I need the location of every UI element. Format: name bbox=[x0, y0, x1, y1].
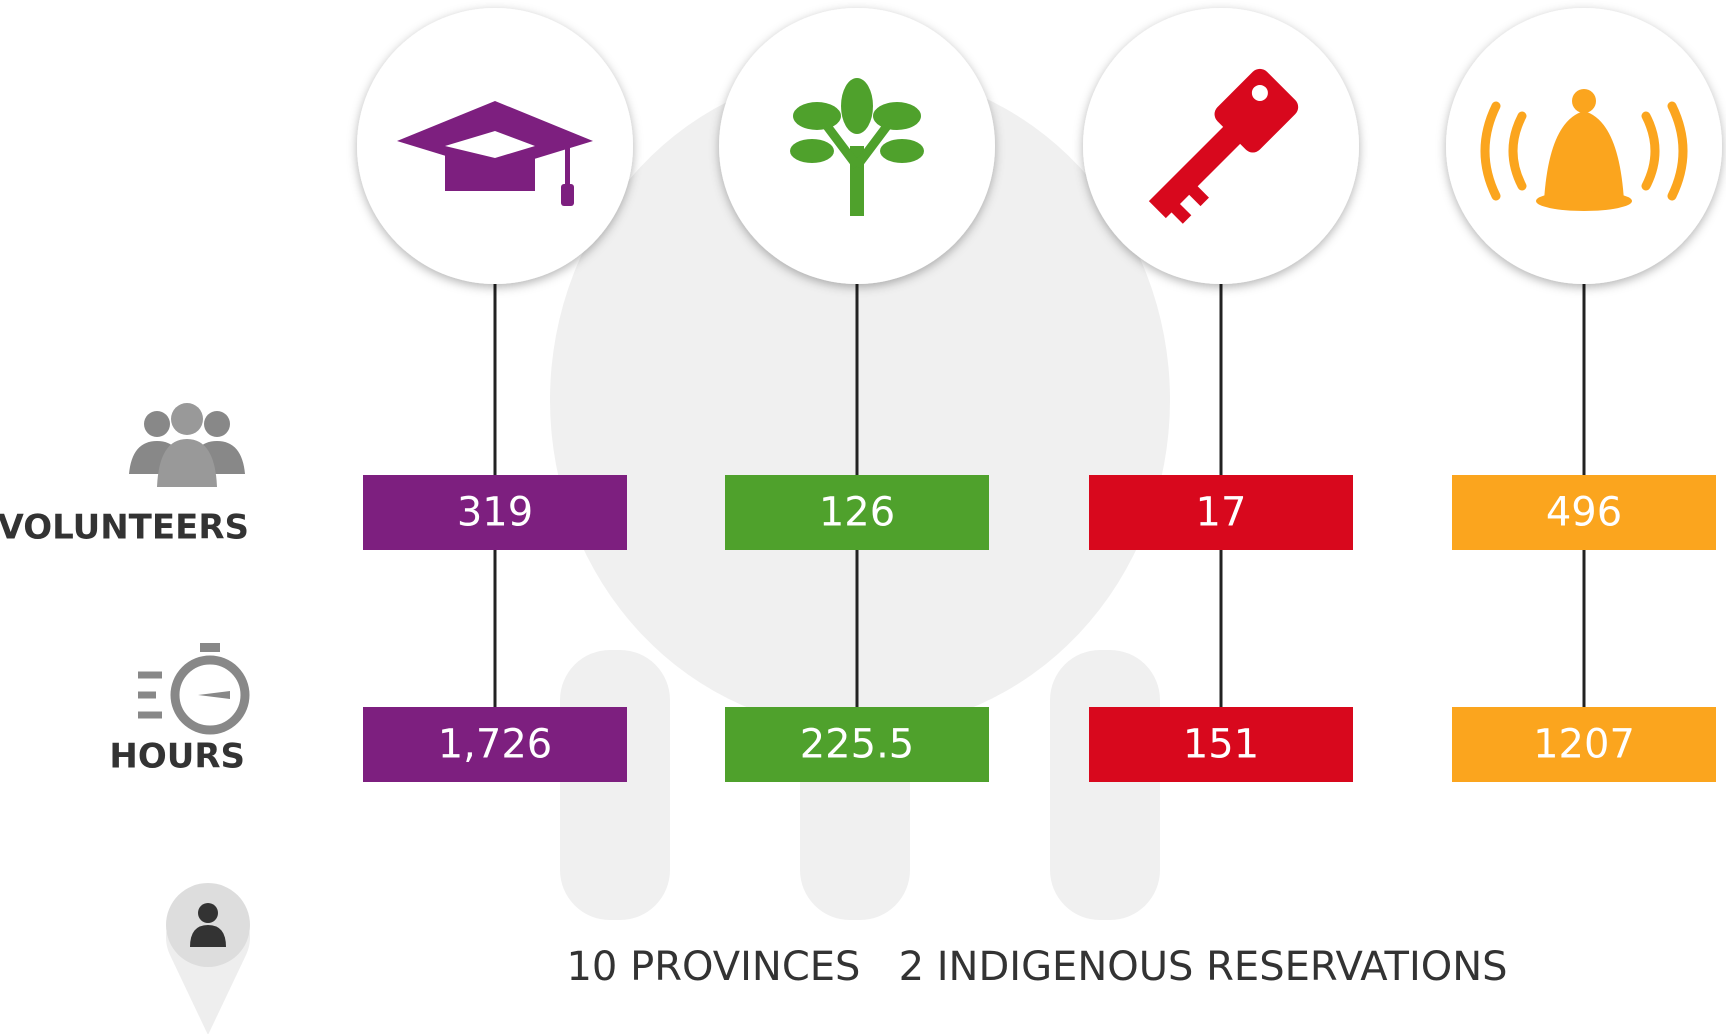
stat-value: 496 bbox=[1546, 490, 1622, 536]
stopwatch-icon bbox=[138, 643, 245, 730]
row-label: HOURS bbox=[109, 737, 245, 777]
stat-value: 126 bbox=[819, 490, 895, 536]
stat-value: 319 bbox=[457, 490, 533, 536]
stat-value: 151 bbox=[1183, 722, 1259, 768]
location-pin-icon bbox=[166, 883, 250, 1034]
stat-value: 17 bbox=[1196, 490, 1247, 536]
stat-value: 1,726 bbox=[438, 722, 553, 768]
people-icon bbox=[129, 403, 245, 487]
stat-value: 225.5 bbox=[800, 722, 915, 768]
row-label: VOLUNTEERS bbox=[0, 508, 249, 548]
infographic: VOLUNTEERS HOURS 319 1,726 126 225.5 17 151 49… bbox=[0, 0, 1726, 1034]
footer-text: 10 PROVINCES 2 INDIGENOUS RESERVATIONS bbox=[566, 944, 1507, 990]
stat-value: 1207 bbox=[1533, 722, 1635, 768]
